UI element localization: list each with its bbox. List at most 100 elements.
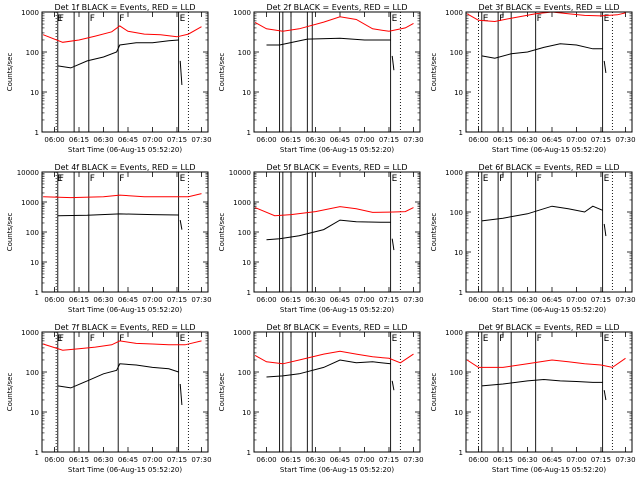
event-marker-label: F <box>90 14 95 24</box>
x-axis-label: Start Time (06-Aug-15 05:52:20) <box>492 306 606 314</box>
detector-panel: Det 8f BLACK = Events, RED = LLD Counts/s… <box>218 323 424 474</box>
x-tick-label: 07:30 <box>403 296 423 304</box>
y-tick-label: 100 <box>238 229 251 237</box>
x-tick-label: 07:30 <box>615 456 635 464</box>
x-tick-label: 06:45 <box>118 296 138 304</box>
event-marker-label: F <box>90 174 95 184</box>
x-axis-label: Start Time (06-Aug-15 05:52:20) <box>280 466 394 474</box>
x-tick-label: 06:30 <box>305 456 325 464</box>
x-tick-label: 07:00 <box>142 296 162 304</box>
panel-title: Det 5f BLACK = Events, RED = LLD <box>266 163 407 172</box>
events-rate-line <box>57 363 179 389</box>
y-tick-label: 1000 <box>21 199 39 207</box>
event-marker-label: F <box>59 174 64 184</box>
x-tick-label: 06:00 <box>256 136 276 144</box>
x-tick-label: 07:00 <box>354 456 374 464</box>
y-axis-label: Counts/sec <box>430 373 438 412</box>
event-marker-label: F <box>119 334 124 344</box>
lld-rate-line <box>254 16 414 32</box>
y-tick-label: 1 <box>459 289 463 297</box>
plot-frame <box>41 11 209 133</box>
x-tick-label: 07:15 <box>379 136 399 144</box>
y-tick-label: 10 <box>454 249 463 257</box>
y-axis-label: Counts/sec <box>218 53 226 92</box>
x-tick-label: 07:00 <box>142 136 162 144</box>
x-axis-label: Start Time (06-Aug-15 05:52:20) <box>68 146 182 154</box>
y-tick-label: 1 <box>459 129 463 137</box>
lld-rate-line <box>466 11 626 23</box>
event-marker-label: F <box>499 14 504 24</box>
y-tick-label: 1 <box>247 129 251 137</box>
events-rate-line <box>179 383 183 406</box>
y-tick-label: 100 <box>450 209 463 217</box>
y-axis-label: Counts/sec <box>6 373 14 412</box>
events-rate-line <box>391 238 395 251</box>
x-tick-label: 06:30 <box>93 456 113 464</box>
x-tick-label: 06:30 <box>305 136 325 144</box>
event-marker-label: E <box>180 174 186 184</box>
event-marker-label: E <box>392 334 398 344</box>
y-tick-label: 1 <box>247 449 251 457</box>
x-tick-label: 06:30 <box>93 296 113 304</box>
events-rate-line <box>391 55 395 71</box>
event-marker-label: E <box>604 14 610 24</box>
x-tick-label: 06:15 <box>69 136 89 144</box>
x-tick-label: 06:15 <box>281 296 301 304</box>
x-tick-label: 06:45 <box>330 456 350 464</box>
x-tick-label: 06:15 <box>69 296 89 304</box>
y-tick-label: 10 <box>454 409 463 417</box>
events-rate-line <box>481 205 603 222</box>
x-tick-label: 06:15 <box>493 136 513 144</box>
y-axis-label: Counts/sec <box>430 53 438 92</box>
y-tick-label: 1 <box>459 449 463 457</box>
detector-panel: Det 2f BLACK = Events, RED = LLD Counts/s… <box>218 3 424 154</box>
lld-rate-line <box>42 340 202 351</box>
y-tick-label: 100 <box>238 49 251 57</box>
y-tick-label: 1000 <box>233 199 251 207</box>
y-tick-label: 10 <box>242 89 251 97</box>
events-rate-line <box>179 220 183 230</box>
event-marker-label: E <box>392 14 398 24</box>
x-tick-label: 06:30 <box>93 136 113 144</box>
x-tick-label: 07:30 <box>403 456 423 464</box>
x-tick-label: 06:15 <box>281 456 301 464</box>
x-tick-label: 07:30 <box>615 296 635 304</box>
y-tick-label: 1000 <box>445 169 463 177</box>
events-rate-line <box>266 359 391 378</box>
x-tick-label: 06:15 <box>493 456 513 464</box>
detector-panel: Det 6f BLACK = Events, RED = LLD Counts/s… <box>430 163 636 314</box>
x-tick-label: 06:15 <box>69 456 89 464</box>
event-marker-label: F <box>537 14 542 24</box>
x-tick-label: 07:00 <box>354 136 374 144</box>
y-axis-label: Counts/sec <box>430 213 438 252</box>
event-marker-label: F <box>499 334 504 344</box>
events-rate-line <box>57 213 179 217</box>
y-tick-label: 100 <box>26 369 39 377</box>
lld-rate-line <box>254 350 414 365</box>
x-tick-label: 06:00 <box>44 456 64 464</box>
panel-title: Det 6f BLACK = Events, RED = LLD <box>478 163 619 172</box>
lld-rate-line <box>43 193 202 199</box>
x-tick-label: 06:45 <box>542 136 562 144</box>
x-axis-label: Start Time (06-Aug-15 05:52:20) <box>68 466 182 474</box>
y-tick-label: 1000 <box>21 9 39 17</box>
y-tick-label: 10 <box>30 259 39 267</box>
y-tick-label: 10 <box>30 409 39 417</box>
panel-title: Det 2f BLACK = Events, RED = LLD <box>266 3 407 12</box>
event-marker-label: E <box>483 334 489 344</box>
y-tick-label: 1 <box>35 449 39 457</box>
event-marker-label: E <box>57 174 63 184</box>
events-rate-line <box>266 37 391 46</box>
x-tick-label: 06:00 <box>44 296 64 304</box>
y-tick-label: 1000 <box>445 329 463 337</box>
y-tick-label: 1 <box>247 289 251 297</box>
lld-rate-line <box>254 206 414 217</box>
x-tick-label: 07:00 <box>566 296 586 304</box>
plot-frame <box>41 171 209 293</box>
x-tick-label: 07:30 <box>191 456 211 464</box>
plot-frame <box>465 11 633 133</box>
x-tick-label: 07:15 <box>379 296 399 304</box>
x-axis-label: Start Time (06-Aug-15 05:52:20) <box>492 466 606 474</box>
y-axis-label: Counts/sec <box>6 213 14 252</box>
